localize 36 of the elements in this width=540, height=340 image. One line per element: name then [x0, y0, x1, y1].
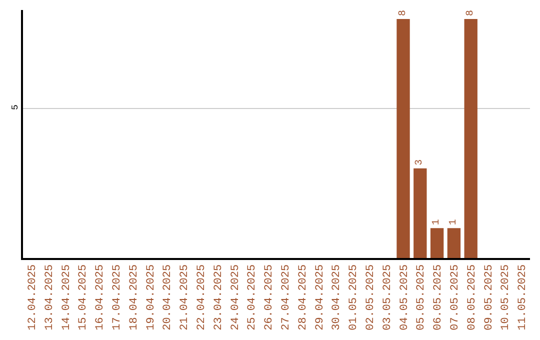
- data-label: 8: [465, 10, 476, 16]
- x-tick-label: 21.04.2025: [179, 264, 192, 330]
- x-tick-label: 02.05.2025: [365, 264, 378, 330]
- data-label: 3: [414, 159, 426, 166]
- x-tick-label: 23.04.2025: [212, 264, 225, 330]
- x-tick-label: 13.04.2025: [44, 264, 56, 330]
- x-tick-label: 14.04.2025: [60, 264, 73, 330]
- data-label: 1: [448, 219, 460, 226]
- data-label: 8: [398, 10, 409, 16]
- x-tick-label: 24.04.2025: [230, 264, 242, 330]
- x-tick-label: 22.04.2025: [196, 264, 208, 330]
- x-tick-label: 29.04.2025: [314, 264, 326, 330]
- x-tick-label: 06.05.2025: [432, 264, 445, 330]
- x-tick-label: 09.05.2025: [483, 264, 496, 330]
- x-tick-label: 25.04.2025: [246, 264, 259, 330]
- x-tick-label: 01.05.2025: [348, 264, 360, 330]
- x-tick-label: 30.04.2025: [331, 264, 344, 330]
- x-tick-label: 10.05.2025: [500, 264, 512, 330]
- x-tick-label: 12.04.2025: [27, 264, 40, 330]
- x-tick-label: 26.04.2025: [264, 264, 276, 330]
- x-tick-label: 11.05.2025: [517, 264, 530, 330]
- x-tick-label: 20.04.2025: [162, 264, 174, 330]
- data-label: 1: [432, 219, 443, 226]
- x-tick-label: 15.04.2025: [78, 264, 90, 330]
- x-tick-label: 17.04.2025: [112, 264, 124, 330]
- x-tick-label: 05.05.2025: [416, 264, 428, 330]
- x-tick-label: 07.05.2025: [450, 264, 462, 330]
- x-tick-label: 04.05.2025: [398, 264, 411, 330]
- x-tick-label: 27.04.2025: [280, 264, 293, 330]
- x-tick-label: 18.04.2025: [128, 264, 140, 330]
- x-tick-label: 19.04.2025: [145, 264, 158, 330]
- x-tick-label: 08.05.2025: [466, 264, 478, 330]
- x-tick-label: 28.04.2025: [297, 264, 310, 330]
- x-tick-label: 03.05.2025: [382, 264, 394, 330]
- y-tick-label: 5: [10, 104, 20, 110]
- x-tick-label: 16.04.2025: [94, 264, 107, 330]
